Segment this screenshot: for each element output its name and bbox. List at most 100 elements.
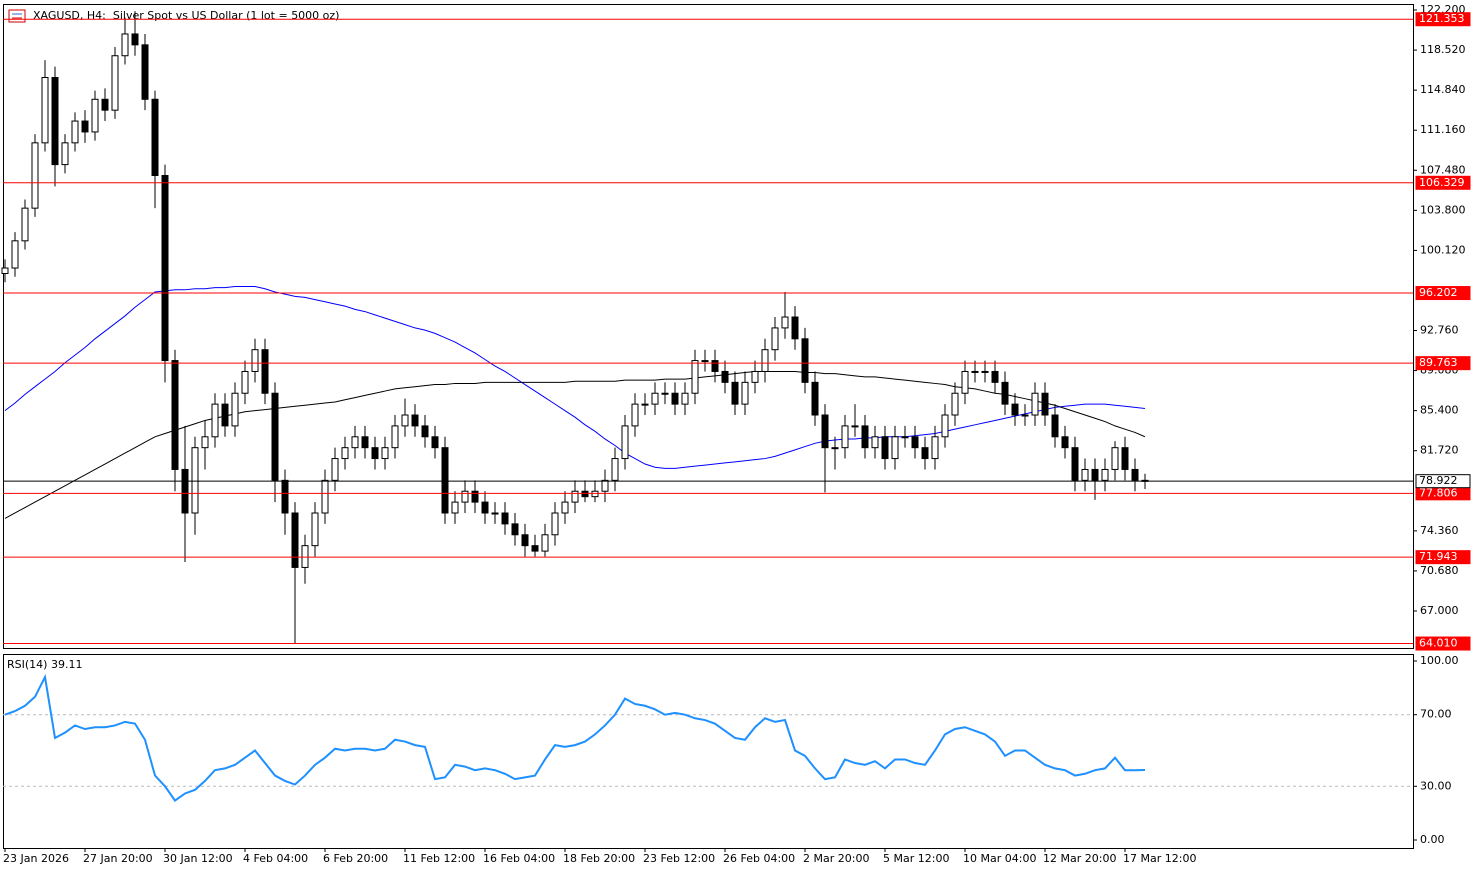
candle-body [631, 403, 639, 427]
level-line-label: 64.010 [1419, 637, 1458, 650]
candle-body [1021, 414, 1029, 417]
candle-body [71, 120, 79, 144]
candle-body [941, 414, 949, 438]
candle-body [611, 458, 619, 481]
x-tick-label: 23 Feb 12:00 [643, 852, 715, 865]
rsi-line [4, 673, 1146, 803]
candle-body [1001, 381, 1009, 405]
level-line-label-box [1415, 286, 1471, 301]
candle-body [61, 142, 69, 166]
y-tick-label: 74.360 [1420, 524, 1459, 537]
candle-body [701, 360, 709, 363]
level-line-label: 96.202 [1419, 286, 1458, 299]
candle-body [101, 98, 109, 111]
candle-body [171, 360, 179, 470]
candle-body [881, 436, 889, 460]
candle-body [281, 479, 289, 514]
candle-body [161, 174, 169, 362]
candle-body [551, 512, 559, 536]
candle-body [141, 44, 149, 100]
candle-body [911, 436, 919, 449]
candle-body [191, 447, 199, 514]
candle-body [381, 447, 389, 460]
candle-body [461, 490, 469, 503]
candle-body [81, 120, 89, 133]
candle-body [441, 447, 449, 514]
y-tick-label: 100.120 [1420, 243, 1466, 256]
candle-body [541, 534, 549, 552]
candle-body [261, 349, 269, 394]
moving-average [4, 286, 1146, 469]
candle-body [861, 425, 869, 449]
y-tick-label: 100.00 [1420, 654, 1459, 667]
candle-body [91, 98, 99, 133]
x-tick-label: 5 Mar 12:00 [883, 852, 949, 865]
candle-body [761, 349, 769, 372]
x-tick-label: 6 Feb 20:00 [323, 852, 388, 865]
level-line-label: 77.806 [1419, 486, 1458, 499]
candle-body [251, 349, 259, 372]
candle-body [581, 490, 589, 498]
x-tick-label: 10 Mar 04:00 [963, 852, 1036, 865]
price-line-label-box [1415, 474, 1471, 489]
candle-body [731, 381, 739, 405]
candle-body [1011, 403, 1019, 416]
candle-body [571, 490, 579, 503]
candle-body [781, 316, 789, 329]
candle-body [31, 142, 39, 209]
candle-body [891, 436, 899, 460]
candle-body [711, 360, 719, 372]
candle-body [961, 370, 969, 394]
candle-body [311, 512, 319, 547]
candle-body [991, 370, 999, 383]
y-tick-label: 107.480 [1420, 163, 1466, 176]
candle-body [561, 501, 569, 514]
rsi-frame [3, 654, 1414, 849]
level-line-label-box [1415, 12, 1471, 27]
x-tick-label: 16 Feb 04:00 [483, 852, 555, 865]
level-line-label: 121.353 [1419, 12, 1465, 25]
level-line-label-box [1415, 636, 1471, 651]
candle-body [331, 458, 339, 481]
x-tick-label: 18 Feb 20:00 [563, 852, 635, 865]
y-tick-label: 111.160 [1420, 123, 1466, 136]
candle-body [511, 523, 519, 536]
candle-body [621, 425, 629, 460]
main-frame [3, 4, 1414, 649]
candle-body [11, 240, 19, 269]
candle-body [811, 381, 819, 416]
candle-body [201, 436, 209, 449]
candle-body [751, 370, 759, 383]
level-line-label-box [1415, 550, 1471, 565]
candle-body [131, 33, 139, 46]
candle-body [591, 490, 599, 498]
candle-body [21, 207, 29, 242]
y-tick-label: 30.00 [1420, 779, 1452, 792]
candle-body [1061, 436, 1069, 449]
rsi-title: RSI(14) 39.11 [7, 658, 82, 671]
candle-body [471, 490, 479, 503]
candle-body [501, 512, 509, 525]
candle-body [401, 414, 409, 427]
level-line-label-box [1415, 356, 1471, 371]
icon-box [8, 9, 26, 23]
candle-body [321, 479, 329, 514]
candle-body [421, 425, 429, 438]
y-tick-label: 81.720 [1420, 444, 1459, 457]
candle-body [411, 414, 419, 427]
candle-body [951, 392, 959, 416]
candle-body [901, 436, 909, 439]
candle-body [721, 370, 729, 383]
candle-body [601, 479, 609, 492]
candle-body [371, 447, 379, 460]
candle-body [1111, 447, 1119, 470]
candle-body [431, 436, 439, 449]
candle-body [1081, 468, 1089, 481]
candle-body [871, 436, 879, 449]
y-tick-label: 85.400 [1420, 404, 1459, 417]
candle-body [1121, 447, 1129, 470]
candle-body [111, 55, 119, 111]
candle-body [361, 436, 369, 449]
candle-body [51, 77, 59, 166]
price-line-label: 78.922 [1419, 474, 1458, 487]
